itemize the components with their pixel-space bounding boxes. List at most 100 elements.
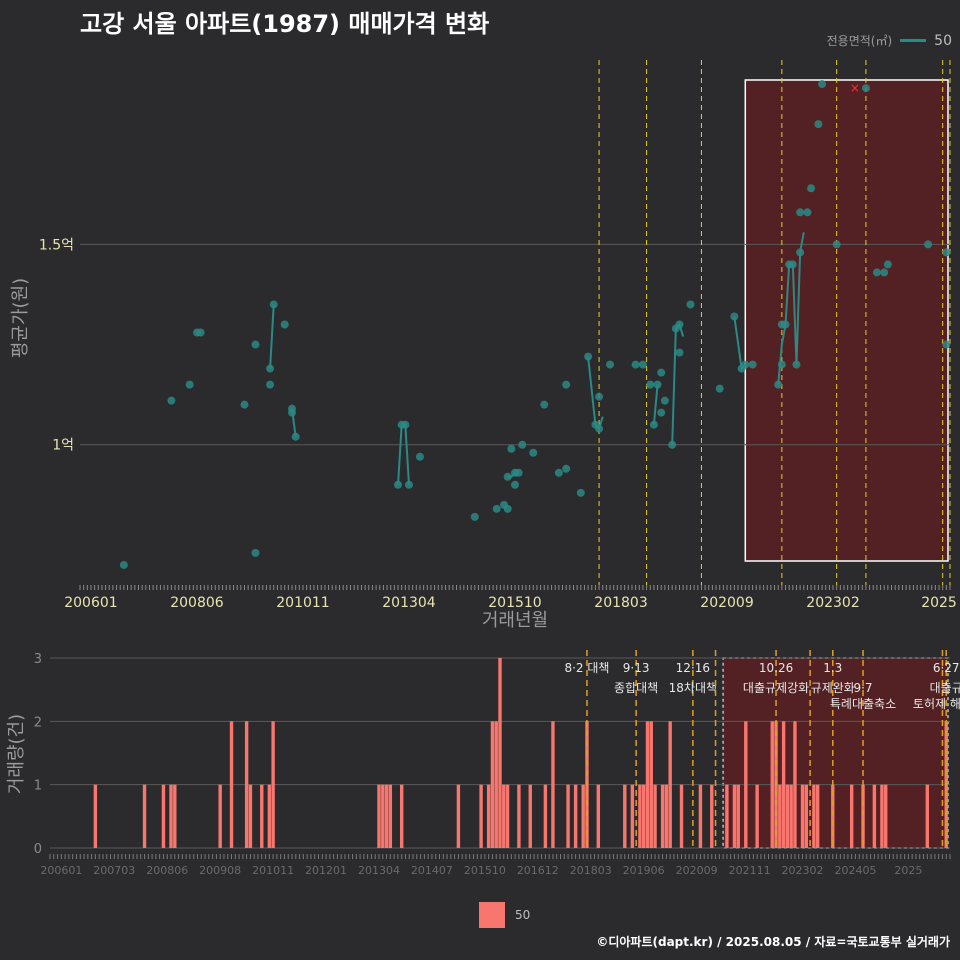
x-tick-label: 200703 — [93, 864, 135, 877]
volume-bar — [218, 784, 222, 848]
data-point — [240, 400, 249, 409]
data-point — [781, 320, 790, 329]
x-tick-label: 202009 — [676, 864, 718, 877]
series-line — [671, 322, 685, 445]
data-point — [861, 84, 870, 93]
x-tick-label: 200908 — [199, 864, 241, 877]
volume-bar — [581, 784, 585, 848]
x-tick-label: 202405 — [834, 864, 876, 877]
data-point — [796, 208, 805, 217]
x-tick-label: 200601 — [64, 595, 117, 611]
bar-legend: 50 — [479, 902, 530, 928]
volume-bar — [267, 784, 272, 848]
data-point — [880, 268, 889, 277]
volume-bar — [502, 784, 506, 848]
volume-bar — [479, 784, 483, 848]
series-line — [397, 423, 410, 485]
data-point — [686, 300, 695, 309]
data-point — [646, 380, 655, 389]
source-caption: ©디아파트(dapt.kr) / 2025.08.05 / 자료=국토교통부 실… — [596, 935, 950, 949]
x-tick-label: 201011 — [276, 595, 329, 611]
y-tick-label: 1 — [34, 779, 42, 794]
volume-bar — [630, 784, 635, 848]
policy-label: 대출규 — [930, 681, 960, 695]
policy-label: 토허제 해제 — [913, 697, 960, 711]
volume-bar — [641, 784, 646, 848]
data-point — [196, 328, 205, 337]
data-point — [492, 504, 501, 513]
y-tick-label: 0 — [34, 842, 42, 857]
x-tick-label: 201906 — [623, 864, 665, 877]
data-point — [562, 380, 571, 389]
volume-bar — [381, 784, 385, 848]
x-tick-label: 202111 — [729, 864, 771, 877]
volume-bar — [161, 784, 166, 848]
data-point — [291, 432, 300, 441]
data-point — [803, 208, 812, 217]
data-point — [167, 396, 176, 405]
x-tick-label: 201304 — [358, 864, 400, 877]
data-point — [675, 348, 684, 357]
volume-bar — [498, 658, 502, 848]
volume-bar — [872, 784, 877, 848]
volume-bar — [573, 784, 578, 848]
volume-bar — [679, 784, 684, 848]
data-point — [540, 400, 549, 409]
volume-bar — [668, 721, 672, 848]
data-point — [404, 480, 413, 489]
data-point — [518, 440, 527, 449]
data-point — [631, 360, 640, 369]
series-line — [652, 384, 659, 425]
data-point — [675, 320, 684, 329]
chart-title: 고강 서울 아파트(1987) 매매가격 변화 — [80, 10, 490, 38]
data-point — [266, 364, 275, 373]
policy-label: 6·27 — [933, 661, 960, 675]
volume-bar — [517, 784, 521, 848]
volume-bar — [486, 784, 491, 848]
volume-bar — [793, 721, 797, 848]
x-tick-label: 201201 — [305, 864, 347, 877]
volume-bar — [505, 784, 510, 848]
data-point — [401, 420, 410, 429]
highlight-period-box — [722, 657, 949, 849]
volume-bar — [778, 784, 782, 848]
policy-label: 10.26 — [759, 661, 793, 675]
volume-bar — [377, 784, 381, 848]
data-point — [266, 380, 275, 389]
data-point — [529, 448, 538, 457]
volume-bar — [260, 784, 264, 848]
volume-bar — [755, 784, 759, 848]
volume-bar — [93, 784, 98, 848]
data-point — [251, 340, 260, 349]
volume-bar — [653, 784, 657, 848]
volume-bar — [660, 784, 665, 848]
volume-bar — [596, 784, 601, 848]
policy-label: 18차대책 — [669, 680, 717, 695]
policy-label: 종합대책 — [614, 680, 658, 695]
data-point — [119, 560, 128, 569]
data-point — [832, 240, 841, 249]
data-point — [584, 352, 593, 361]
data-point — [562, 464, 571, 473]
data-point — [185, 380, 194, 389]
bar-legend-label: 50 — [515, 908, 531, 922]
data-point — [470, 512, 479, 521]
volume-bar — [649, 721, 653, 848]
volume-bar — [789, 784, 793, 848]
data-point — [503, 472, 512, 481]
data-point — [649, 420, 658, 429]
volume-bar — [494, 721, 498, 848]
series-line — [587, 356, 604, 431]
volume-bar — [732, 784, 737, 848]
volume-bar — [736, 784, 740, 848]
volume-bar — [849, 784, 854, 848]
x-tick-label: 202302 — [782, 864, 824, 877]
data-point — [606, 360, 615, 369]
volume-bar — [142, 784, 147, 848]
price-chart: 1억 1.5억 200601 200806 201011 201304 201510 2018… — [10, 60, 957, 631]
volume-bar — [384, 784, 389, 848]
volume-bar — [543, 784, 548, 848]
volume-bar — [566, 784, 570, 848]
data-point — [774, 380, 783, 389]
data-point — [595, 392, 604, 401]
